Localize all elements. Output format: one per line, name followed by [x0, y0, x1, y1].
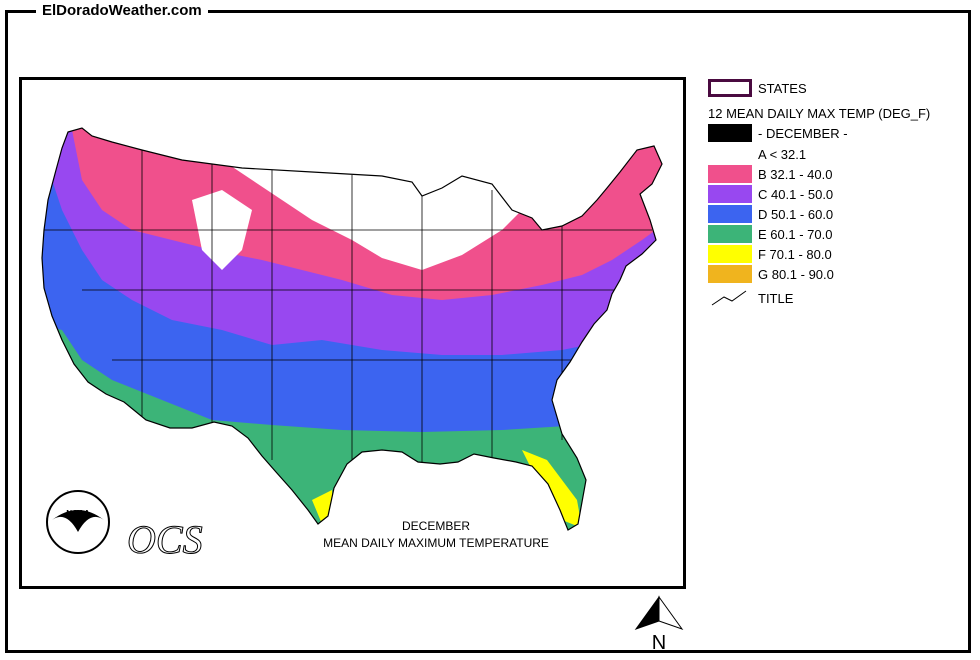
class-g-label: G 80.1 - 90.0: [758, 266, 834, 282]
class-d-label: D 50.1 - 60.0: [758, 206, 834, 222]
class-c-label: C 40.1 - 50.0: [758, 186, 834, 202]
class-e-label: E 60.1 - 70.0: [758, 226, 833, 242]
legend-title-row: TITLE: [708, 288, 793, 308]
title-line-icon: [711, 290, 747, 306]
noaa-text: NOAA: [66, 509, 90, 518]
class-g-swatch: [708, 265, 752, 283]
legend-class-d: D 50.1 - 60.0: [708, 204, 833, 224]
north-arrow: N: [632, 595, 686, 660]
class-b-swatch: [708, 165, 752, 183]
map-caption-title: MEAN DAILY MAXIMUM TEMPERATURE: [323, 536, 549, 550]
us-outline: [41, 127, 663, 531]
class-a-label: A < 32.1: [758, 146, 807, 162]
legend-class-a: A < 32.1: [708, 144, 806, 164]
class-a-swatch: [708, 145, 752, 163]
class-f-label: F 70.1 - 80.0: [758, 246, 832, 262]
legend-class-b: B 32.1 - 40.0: [708, 164, 832, 184]
class-b-label: B 32.1 - 40.0: [758, 166, 833, 182]
map-panel: NOAA OCS DECEMBER MEAN DAILY MAXIMUM TEM…: [19, 77, 686, 589]
legend-states-row: STATES: [708, 78, 807, 98]
legend-layer-title-row: 12 MEAN DAILY MAX TEMP (DEG_F): [708, 103, 930, 123]
legend-month-label: - DECEMBER -: [758, 125, 848, 141]
temperature-map: NOAA OCS DECEMBER MEAN DAILY MAXIMUM TEM…: [41, 127, 663, 563]
class-c-swatch: [708, 185, 752, 203]
legend-class-c: C 40.1 - 50.0: [708, 184, 833, 204]
legend-class-e: E 60.1 - 70.0: [708, 224, 832, 244]
site-title: ElDoradoWeather.com: [36, 2, 208, 19]
class-f-zone-florida: [522, 450, 582, 528]
ocs-logo-text: OCS: [127, 517, 203, 562]
north-arrow-icon: N: [634, 595, 684, 654]
legend-month-row: - DECEMBER -: [708, 123, 848, 143]
legend-class-g: G 80.1 - 90.0: [708, 264, 834, 284]
month-swatch: [708, 124, 752, 142]
page-frame: [5, 10, 971, 653]
legend-title-label: TITLE: [758, 290, 794, 306]
legend-states-label: STATES: [758, 80, 807, 96]
map-caption-month: DECEMBER: [402, 519, 470, 533]
class-d-swatch: [708, 205, 752, 223]
class-e-swatch: [708, 225, 752, 243]
noaa-logo: NOAA: [46, 490, 110, 554]
north-letter: N: [652, 632, 666, 654]
class-f-swatch: [708, 245, 752, 263]
legend-layer-title: 12 MEAN DAILY MAX TEMP (DEG_F): [708, 105, 931, 121]
legend-class-f: F 70.1 - 80.0: [708, 244, 832, 264]
states-swatch: [708, 79, 752, 97]
